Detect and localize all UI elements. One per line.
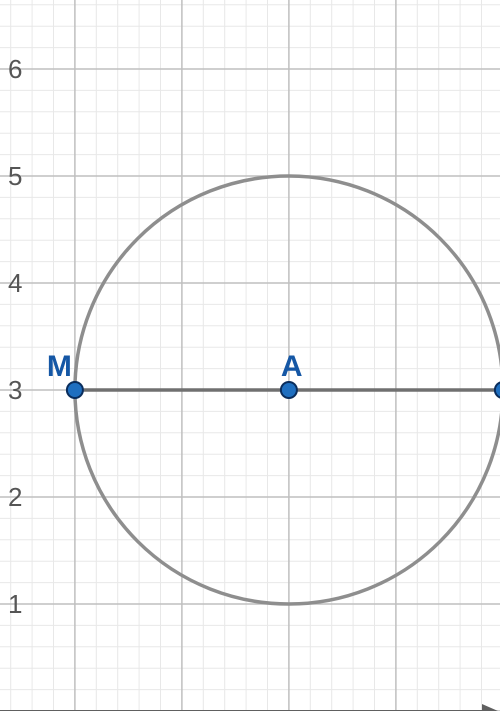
y-tick-label: 5 — [8, 161, 22, 191]
point-A-inner — [282, 383, 296, 397]
y-tick-label: 2 — [8, 482, 22, 512]
point-label-M: M — [47, 350, 72, 383]
plane-svg: 23456123456MAK — [0, 0, 500, 711]
y-tick-label: 3 — [8, 375, 22, 405]
y-tick-label: 6 — [8, 54, 22, 84]
y-tick-label: 4 — [8, 268, 22, 298]
point-M-inner — [68, 383, 82, 397]
coordinate-plane-chart: 23456123456MAK — [0, 0, 500, 711]
point-label-A: A — [281, 350, 303, 383]
y-tick-label: 1 — [8, 589, 22, 619]
